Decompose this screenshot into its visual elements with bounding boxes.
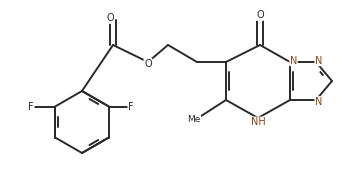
Text: F: F bbox=[28, 102, 34, 112]
Text: N: N bbox=[315, 56, 322, 66]
Text: F: F bbox=[128, 102, 134, 112]
Text: O: O bbox=[144, 59, 152, 69]
Text: N: N bbox=[290, 56, 297, 66]
Text: O: O bbox=[106, 13, 114, 23]
Text: O: O bbox=[256, 10, 264, 20]
Text: NH: NH bbox=[251, 117, 265, 127]
Text: Me: Me bbox=[187, 115, 200, 124]
Text: N: N bbox=[315, 97, 322, 107]
